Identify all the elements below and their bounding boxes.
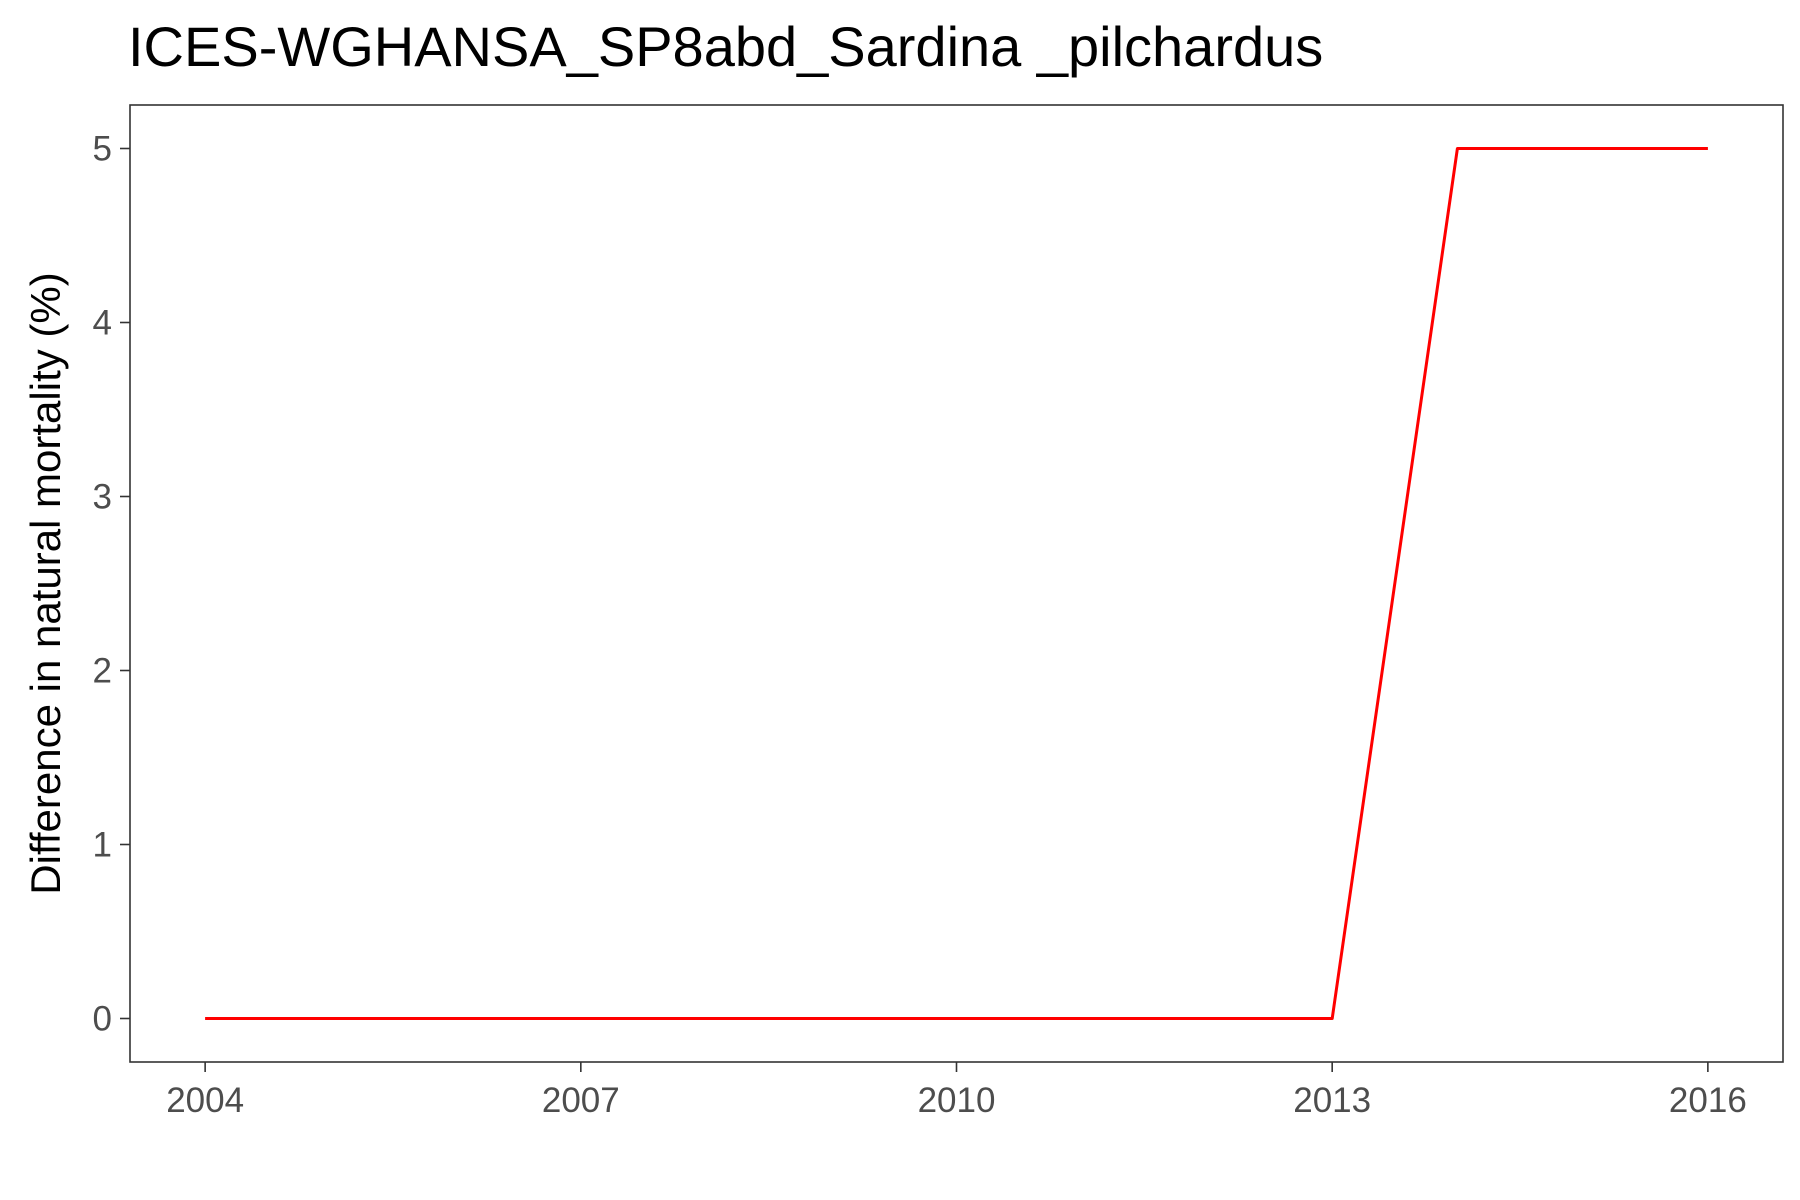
y-tick-label: 3 [93,478,112,517]
y-axis-title: Difference in natural mortality (%) [22,272,69,894]
y-tick-label: 4 [93,304,112,343]
x-tick-label: 2016 [1669,1081,1747,1120]
y-axis: 0 1 2 3 4 5 [93,130,130,1039]
y-tick-label: 5 [93,130,112,169]
chart-title: ICES-WGHANSA_SP8abd_Sardina _pilchardus [128,15,1324,78]
x-tick-label: 2013 [1293,1081,1371,1120]
series-layer [205,147,1708,1020]
x-tick-label: 2007 [542,1081,620,1120]
x-tick-label: 2004 [166,1081,244,1120]
y-tick-label: 0 [93,1000,112,1039]
y-tick-label: 1 [93,826,112,865]
x-tick-label: 2010 [918,1081,996,1120]
series-line-0 [205,147,1708,1020]
plot-panel [129,104,1784,1063]
x-axis: 2004 2007 2010 2013 2016 [166,1062,1747,1120]
y-tick-label: 2 [93,652,112,691]
